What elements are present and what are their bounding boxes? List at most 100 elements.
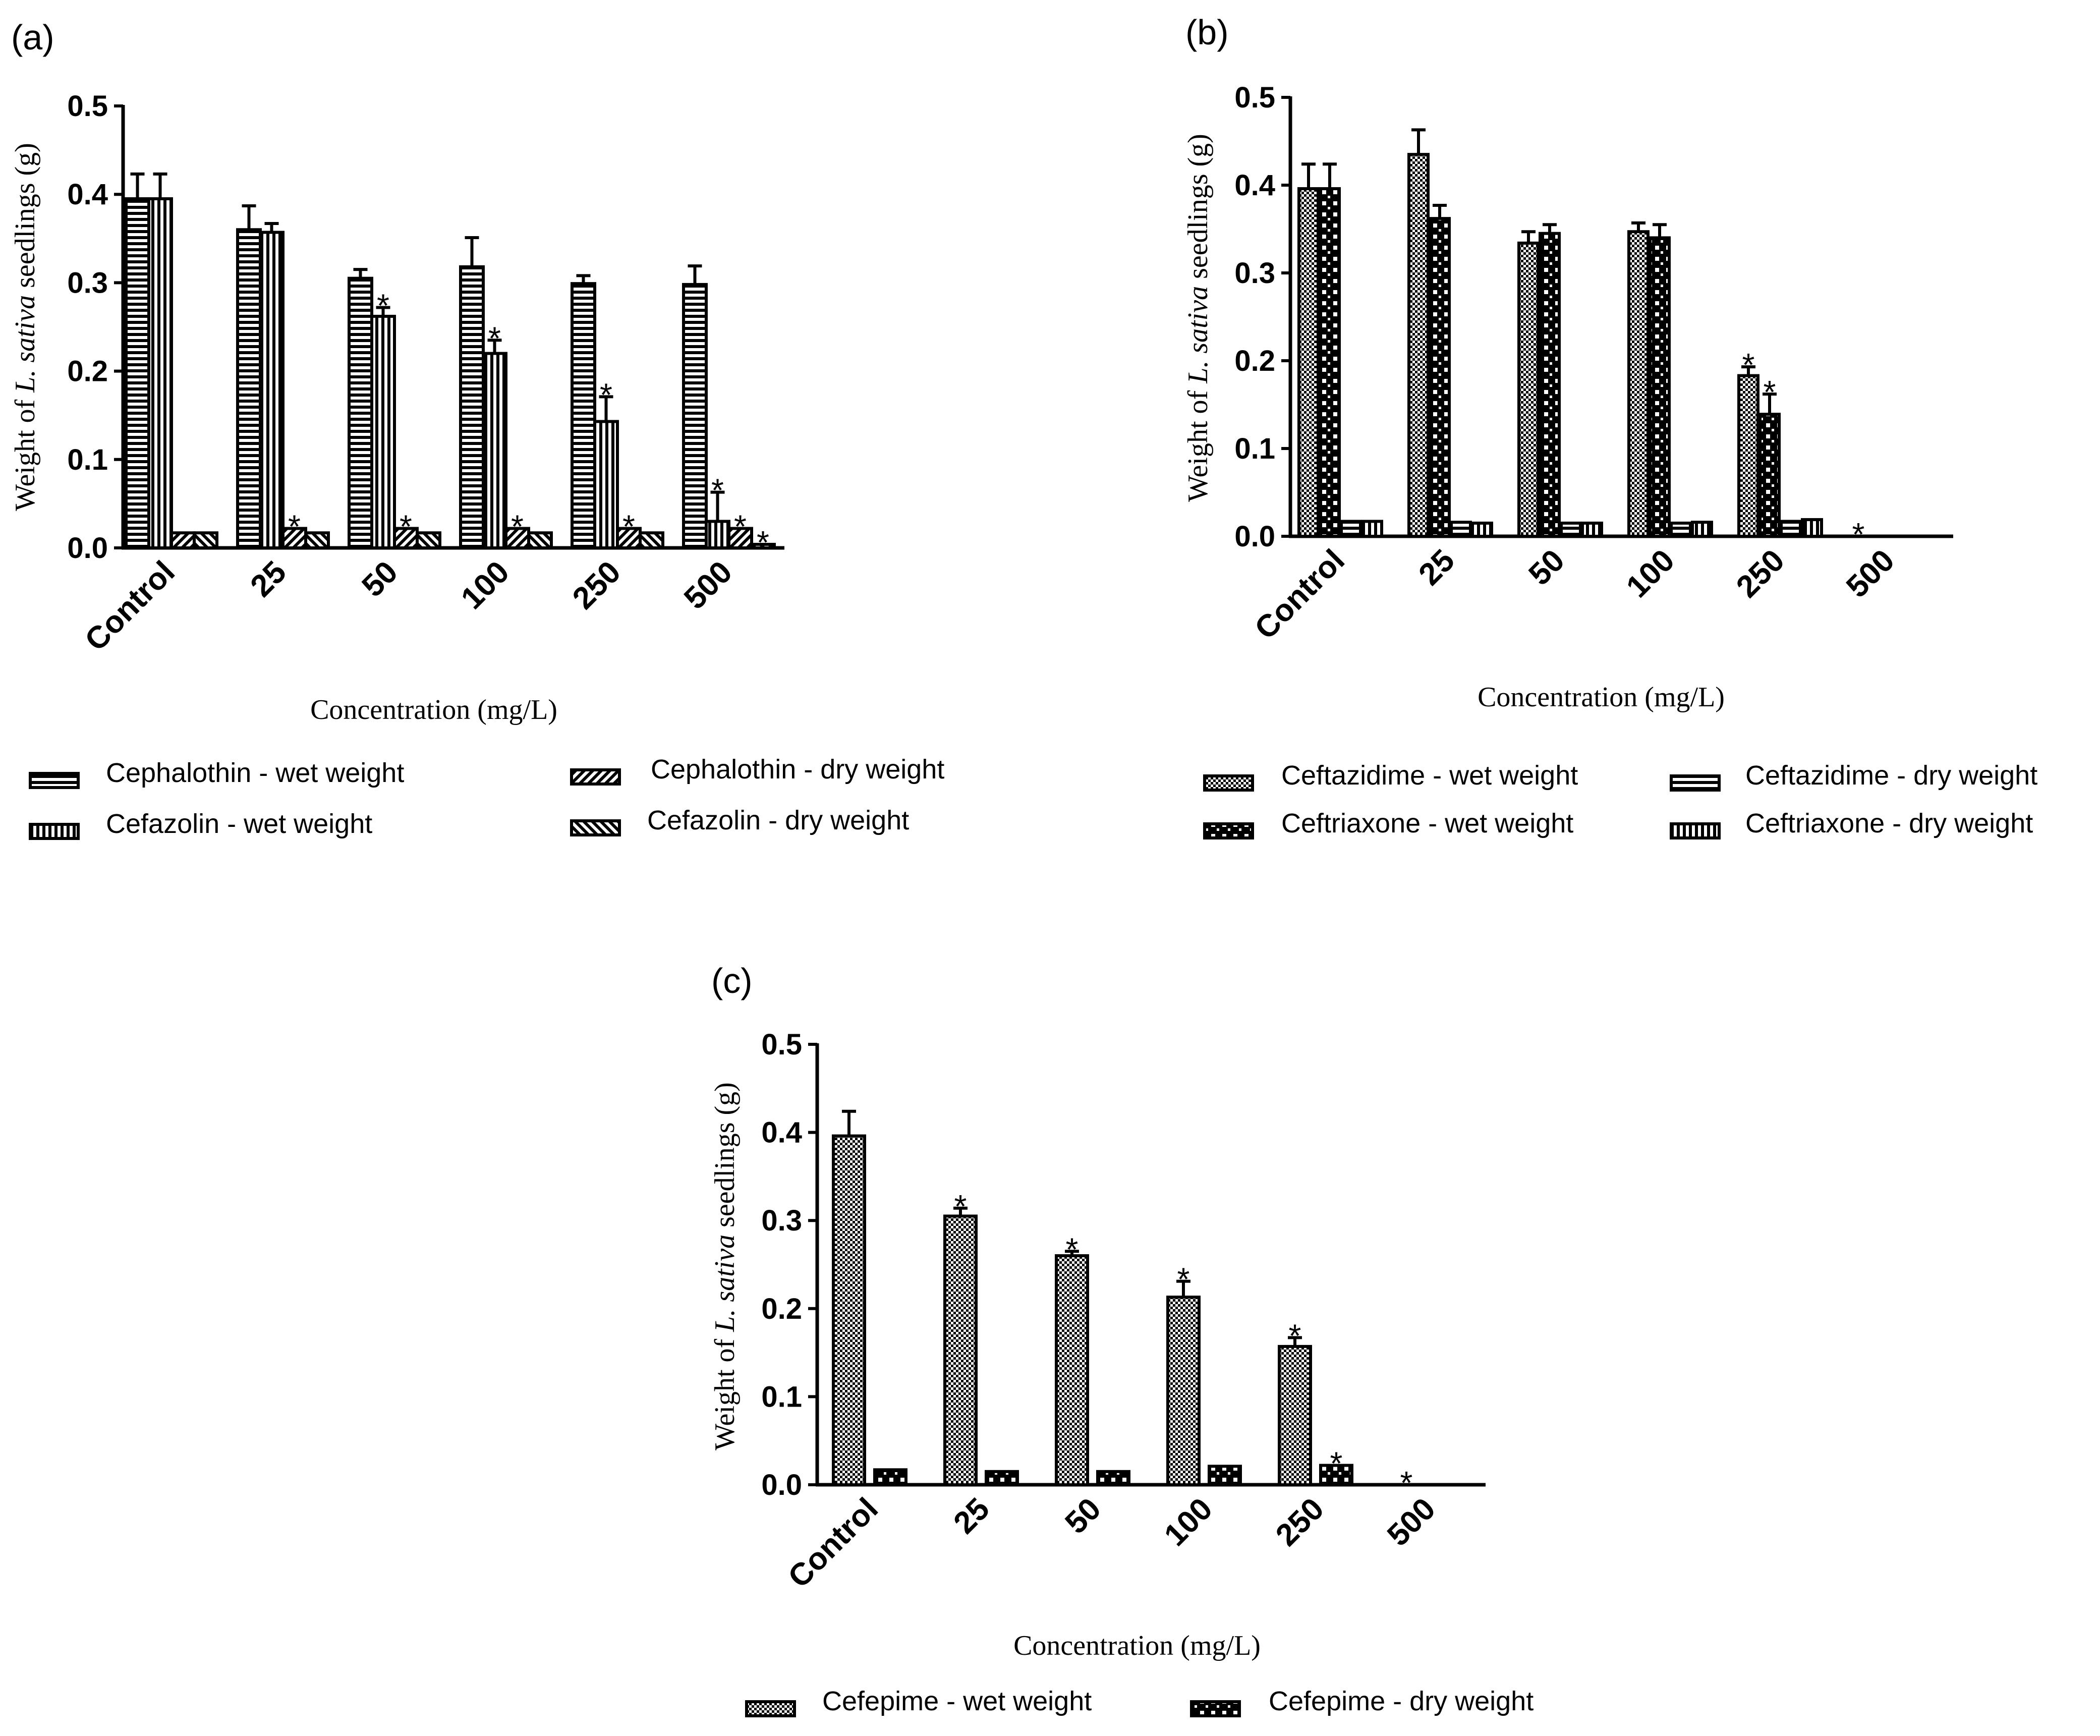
bar [416, 531, 441, 549]
x-tick-label: 100 [455, 554, 516, 616]
x-tick-label: 100 [1620, 543, 1681, 604]
bar [705, 520, 730, 549]
x-tick-label: 50 [1522, 543, 1571, 592]
legend-label: Ceftriaxone - dry weight [1745, 808, 2033, 838]
bar [125, 197, 150, 549]
bar [1319, 187, 1341, 538]
significance-marker: * [1742, 347, 1755, 383]
x-tick-label: Control [78, 554, 182, 658]
legend-label: Cefazolin - wet weight [106, 809, 372, 839]
significance-marker: * [288, 508, 301, 544]
bar [1539, 232, 1561, 538]
x-tick-label: 250 [566, 554, 628, 616]
y-tick-label: 0.5 [761, 1028, 802, 1061]
bar [1581, 521, 1603, 538]
x-tick-label: 25 [1412, 543, 1461, 592]
significance-marker: * [400, 508, 412, 544]
bar [1297, 187, 1320, 538]
legend-swatch [1203, 774, 1254, 792]
bar [459, 265, 485, 549]
legend: Cefepime - wet weight Cefepime - dry weig… [745, 1686, 1534, 1717]
y-axis-label-part: Weight of [709, 1332, 741, 1450]
bar [527, 531, 553, 549]
chart-panel-3: (c) 0.0 0.1 0.2 0.3 0.4 0.5 Weight of L. sativa… [709, 961, 1534, 1717]
bar [1649, 236, 1671, 538]
y-tick-label: 0.4 [67, 178, 108, 211]
x-tick-label: 50 [1058, 1491, 1108, 1541]
y-tick-label: 0.5 [1234, 81, 1275, 114]
bar [1691, 521, 1713, 538]
legend: Ceftazidime - wet weight Ceftazidime - dr… [1203, 760, 2037, 839]
x-tick-label: 100 [1158, 1491, 1219, 1553]
bar [1737, 374, 1760, 538]
bar [985, 1470, 1019, 1487]
y-axis-label-part: L. sativa [10, 295, 41, 393]
bar [1471, 521, 1493, 538]
significance-marker: * [600, 376, 612, 413]
y-axis-label-part: Weight of [10, 393, 41, 511]
bar [1560, 521, 1582, 538]
y-tick-label: 0.0 [761, 1469, 802, 1501]
bar [1096, 1470, 1130, 1487]
bar [1801, 518, 1823, 538]
bar [1361, 520, 1383, 538]
bar [832, 1134, 866, 1486]
legend-label: Cefepime - dry weight [1269, 1686, 1534, 1716]
bar [370, 314, 396, 549]
x-tick-label: 50 [355, 554, 405, 604]
legend-label: Cefepime - wet weight [822, 1686, 1092, 1716]
bar [1450, 521, 1472, 538]
y-tick-label: 0.1 [1234, 432, 1275, 465]
x-tick-label: 250 [1730, 543, 1791, 604]
bar [1780, 520, 1802, 538]
legend-swatch [745, 1700, 796, 1717]
significance-marker: * [1330, 1445, 1343, 1482]
x-tick-label: 25 [244, 554, 293, 604]
y-tick-label: 0.2 [67, 355, 108, 388]
bar [639, 531, 664, 549]
y-tick-label: 0.2 [1234, 345, 1275, 377]
x-tick-label: Control [781, 1491, 885, 1595]
y-tick-label: 0.0 [67, 532, 108, 565]
bar [1670, 521, 1692, 538]
legend-label: Ceftriaxone - wet weight [1281, 808, 1573, 838]
x-tick-label: Control [1248, 543, 1351, 646]
y-axis-label: Weight of L. sativa seedlings (g) [10, 143, 41, 511]
legend-swatch [29, 772, 80, 789]
legend-swatch [29, 823, 80, 840]
x-axis-label: Concentration (mg/L) [1478, 682, 1725, 713]
panel-label: (a) [11, 18, 54, 57]
bar [259, 231, 285, 549]
legend-swatch [570, 768, 621, 786]
significance-marker: * [1066, 1231, 1079, 1267]
significance-marker: * [377, 287, 389, 323]
legend: Cephalothin - wet weight Cephalothin - dr… [29, 754, 944, 840]
y-tick-label: 0.3 [761, 1204, 802, 1237]
y-axis-label-part: L. sativa [709, 1235, 741, 1332]
x-tick-label: 25 [947, 1491, 996, 1541]
bar [682, 283, 708, 549]
panel-label: (b) [1185, 13, 1229, 52]
bar [1758, 413, 1781, 538]
legend-swatch [1203, 822, 1254, 839]
y-axis-label-part: Weight of [1182, 383, 1214, 502]
y-axis-label: Weight of L. sativa seedlings (g) [1182, 134, 1214, 502]
legend-swatch [1670, 822, 1721, 839]
y-tick-label: 0.2 [761, 1293, 802, 1325]
significance-marker: * [511, 508, 524, 544]
y-tick-label: 0.3 [67, 266, 108, 299]
bar [873, 1468, 907, 1487]
legend-label: Cefazolin - dry weight [647, 805, 909, 835]
significance-marker: * [1400, 1465, 1413, 1501]
significance-marker: * [954, 1188, 967, 1224]
legend-label: Ceftazidime - dry weight [1745, 760, 2037, 791]
legend-label: Cephalothin - dry weight [651, 754, 944, 785]
y-tick-label: 0.4 [761, 1116, 802, 1149]
x-axis-label: Concentration (mg/L) [310, 694, 557, 725]
significance-marker: * [1177, 1261, 1190, 1298]
bar [1429, 217, 1451, 538]
bar [571, 282, 596, 549]
y-tick-label: 0.3 [1234, 257, 1275, 290]
bar [236, 228, 262, 549]
